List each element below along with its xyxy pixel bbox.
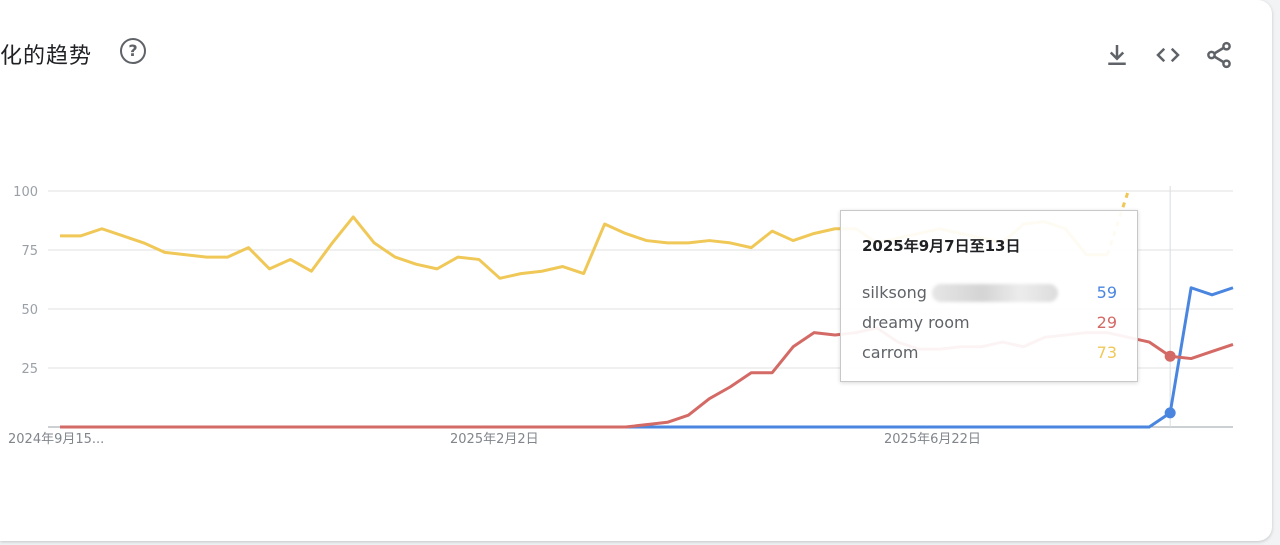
tooltip: 2025年9月7日至13日 silksong 59 dreamy room 29… (840, 210, 1138, 382)
y-tick-label: 75 (21, 244, 38, 259)
tooltip-value: 29 (1096, 313, 1117, 332)
help-circle-icon[interactable]: ? (120, 38, 146, 64)
download-icon[interactable] (1102, 40, 1132, 70)
y-tick-label: 50 (21, 303, 38, 318)
hover-point-dreamy-room (1164, 350, 1176, 362)
tooltip-value: 73 (1096, 343, 1117, 362)
tooltip-label: carrom (862, 343, 919, 362)
tooltip-label: dreamy room (862, 313, 970, 332)
redacted-text (932, 284, 1058, 302)
hover-point-silksong (1164, 407, 1176, 419)
chart-title: 化的趋势 (0, 44, 93, 69)
tooltip-value: 59 (1096, 283, 1117, 302)
embed-code-icon[interactable] (1153, 40, 1183, 70)
tooltip-row-silksong: silksong 59 (862, 283, 1117, 305)
tooltip-title: 2025年9月7日至13日 (862, 237, 1021, 255)
tooltip-label: silksong (862, 283, 927, 302)
share-icon[interactable] (1204, 40, 1234, 70)
tooltip-row-dreamy-room: dreamy room 29 (862, 313, 1117, 335)
x-tick-label: 2024年9月15... (8, 432, 104, 447)
y-tick-label: 25 (21, 362, 38, 377)
x-tick-label: 2025年6月22日 (884, 432, 981, 447)
tooltip-row-carrom: carrom 73 (862, 343, 1117, 365)
y-tick-label: 100 (13, 185, 38, 200)
x-tick-label: 2025年2月2日 (450, 432, 539, 447)
